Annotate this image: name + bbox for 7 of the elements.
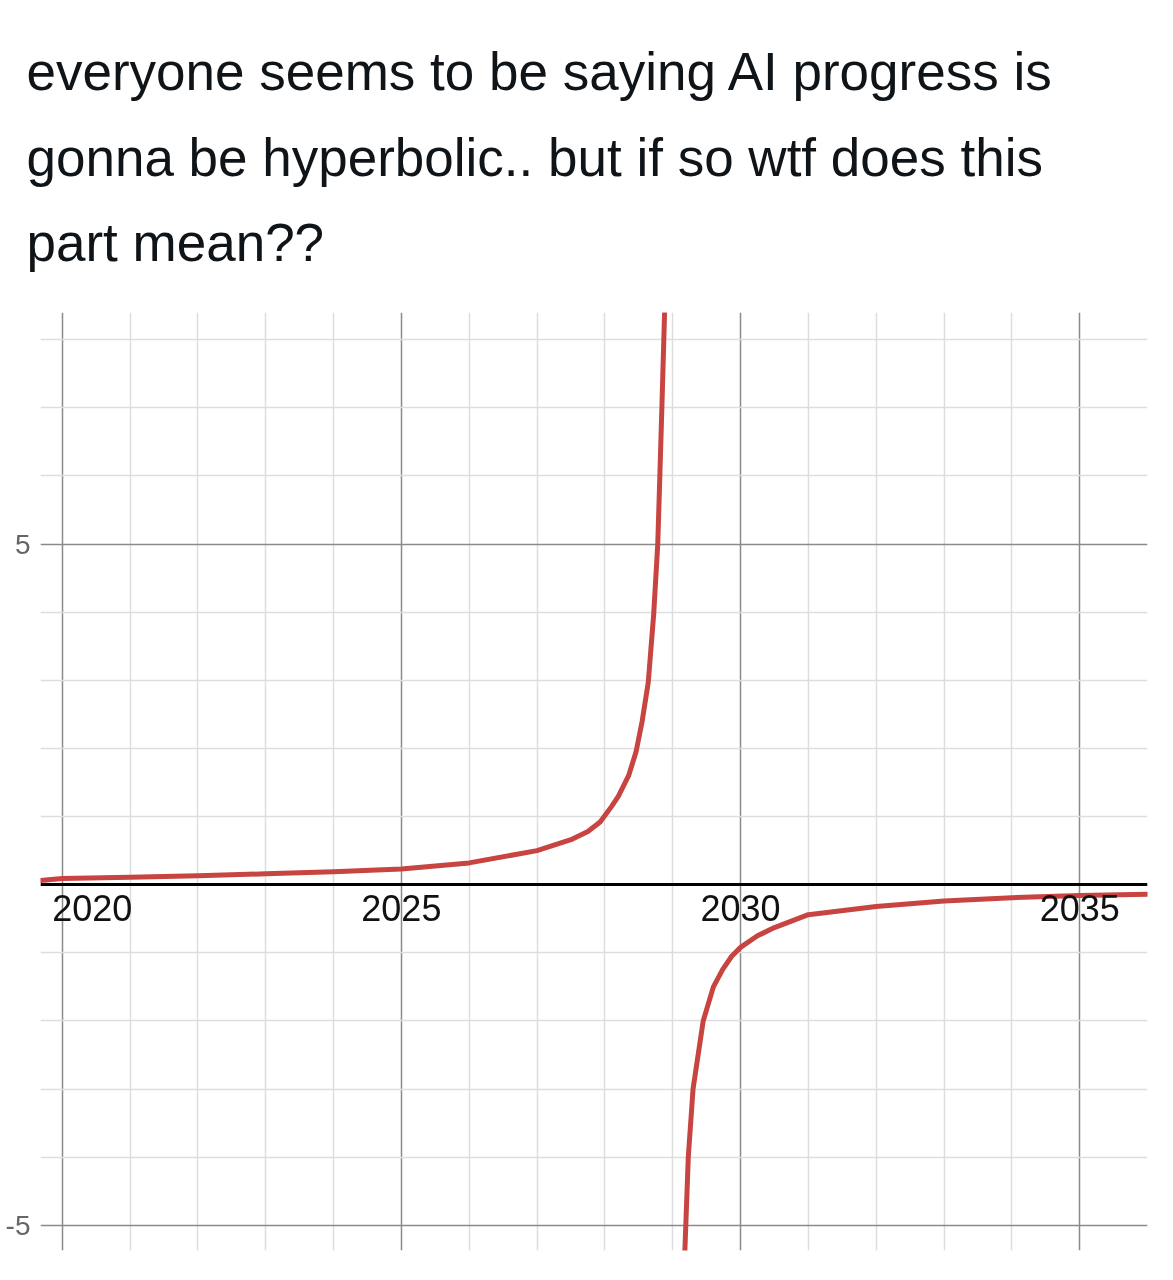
chart-title: everyone seems to be saying AI progress is gonna be hyperbolic.. but if so wtf does this part mean?? — [26, 42, 1052, 273]
x-tick-label: 2020 — [52, 887, 133, 929]
x-tick-label: 2030 — [700, 887, 781, 929]
x-tick-label: 2035 — [1039, 887, 1120, 929]
x-tick-label: 2025 — [361, 887, 442, 929]
y-tick-label: -5 — [5, 1209, 31, 1241]
y-tick-label: 5 — [14, 528, 31, 560]
